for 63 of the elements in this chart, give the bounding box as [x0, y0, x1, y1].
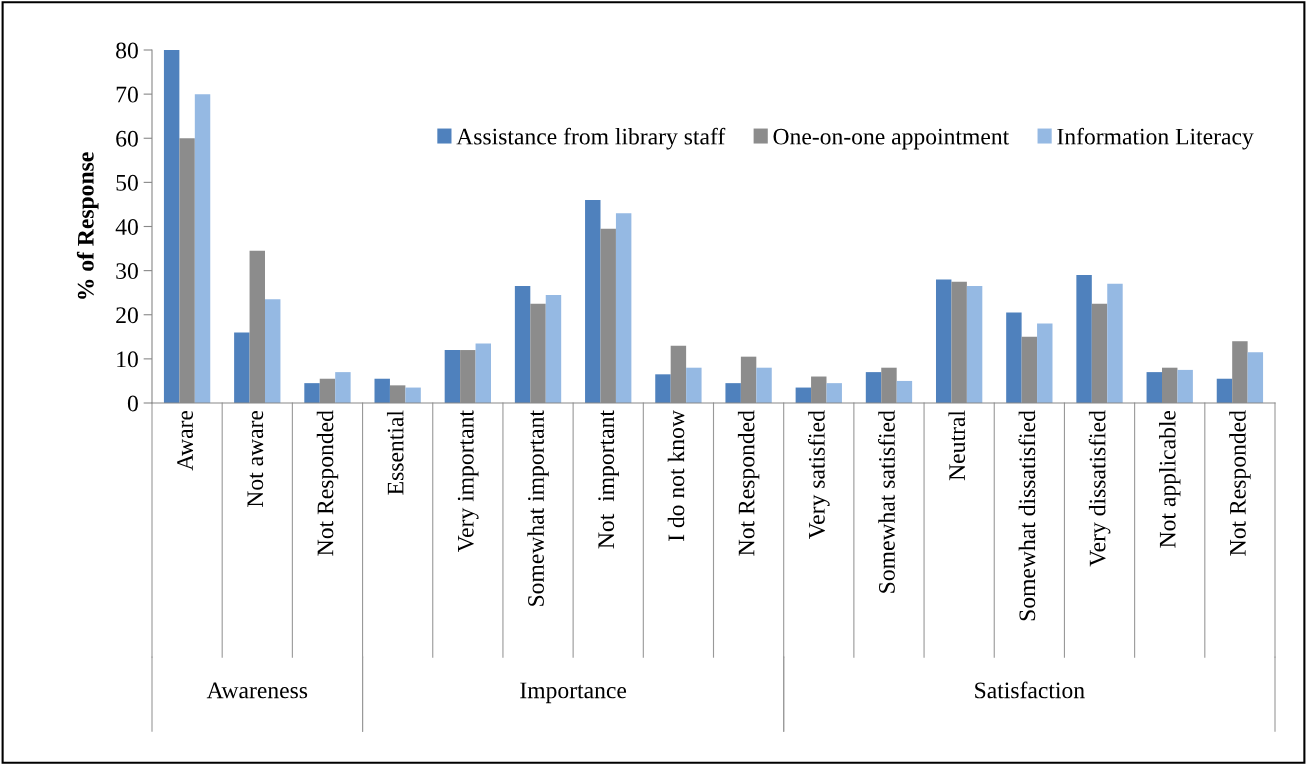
- bar: [1247, 352, 1264, 403]
- bar: [1076, 275, 1092, 403]
- bar: [444, 350, 461, 403]
- text: Awareness: [206, 682, 308, 699]
- legend-label: Information Literacy: [1057, 127, 1254, 150]
- bar: [1216, 378, 1233, 403]
- x-tick-label: Very important: [457, 410, 479, 553]
- bar: [1037, 323, 1053, 403]
- bar: [405, 387, 421, 403]
- bar: [194, 94, 211, 403]
- x-tick-label: Essential: [386, 410, 404, 495]
- bar: [163, 50, 180, 403]
- y-tick-label: 30: [116, 263, 138, 280]
- y-tick-label: 50: [116, 174, 138, 191]
- x-tick-label: Not applicable: [1159, 410, 1181, 548]
- bar: [686, 367, 702, 403]
- bar: [935, 279, 952, 403]
- y-tick-label: 0: [127, 395, 138, 412]
- bar: [655, 374, 671, 403]
- y-tick-label: 10: [117, 351, 138, 368]
- x-tick-label: Somewhat important: [527, 410, 549, 606]
- bar: [865, 372, 882, 403]
- bar: [234, 332, 250, 403]
- bar: [756, 367, 772, 403]
- bar: [1146, 372, 1162, 403]
- bar: [1107, 283, 1123, 403]
- bar: [304, 383, 320, 403]
- legend-label: Assistance from library staff: [456, 127, 726, 150]
- y-axis-title: % of Response: [76, 152, 99, 299]
- x-tick-label: Aware: [177, 410, 193, 471]
- bar: [725, 383, 741, 403]
- bar: [1006, 312, 1022, 403]
- x-tick-label: Not Responded: [316, 410, 339, 556]
- bar: [374, 378, 390, 403]
- text: Satisfaction: [975, 681, 1085, 699]
- bar: [585, 200, 601, 403]
- bar: [545, 294, 562, 403]
- bar: [265, 299, 281, 403]
- x-tick-label: Very satisfied: [807, 410, 830, 539]
- x-tick-label: Very dissatisfied: [1088, 410, 1111, 567]
- x-tick-label: Somewhat dissatisfied: [1018, 410, 1036, 621]
- x-tick-label: Not aware: [247, 410, 264, 508]
- y-tick-label: 70: [116, 86, 138, 103]
- y-tick-label: 60: [116, 130, 138, 147]
- x-tick-label: Not Responded: [737, 410, 760, 556]
- x-tick-label: Neutral: [948, 410, 966, 481]
- bar: [514, 286, 531, 403]
- x-tick-label: Somewhat satisfied: [878, 410, 895, 593]
- y-tick-label: 80: [116, 42, 138, 59]
- legend-label: One-on-one appointment: [773, 128, 1010, 150]
- x-tick-label: Not important: [598, 410, 619, 549]
- y-tick-label: 20: [116, 307, 138, 324]
- bar: [615, 213, 632, 403]
- bar: [896, 380, 913, 403]
- text: Importance: [520, 682, 627, 704]
- bar: [966, 286, 983, 403]
- x-tick-label: I do not know: [667, 410, 685, 542]
- x-tick-label: Not Responded: [1229, 410, 1251, 556]
- y-tick-label: 40: [115, 218, 138, 235]
- bar: [475, 343, 492, 403]
- bar: [1177, 369, 1193, 403]
- bar: [826, 383, 842, 403]
- bar: [335, 372, 351, 403]
